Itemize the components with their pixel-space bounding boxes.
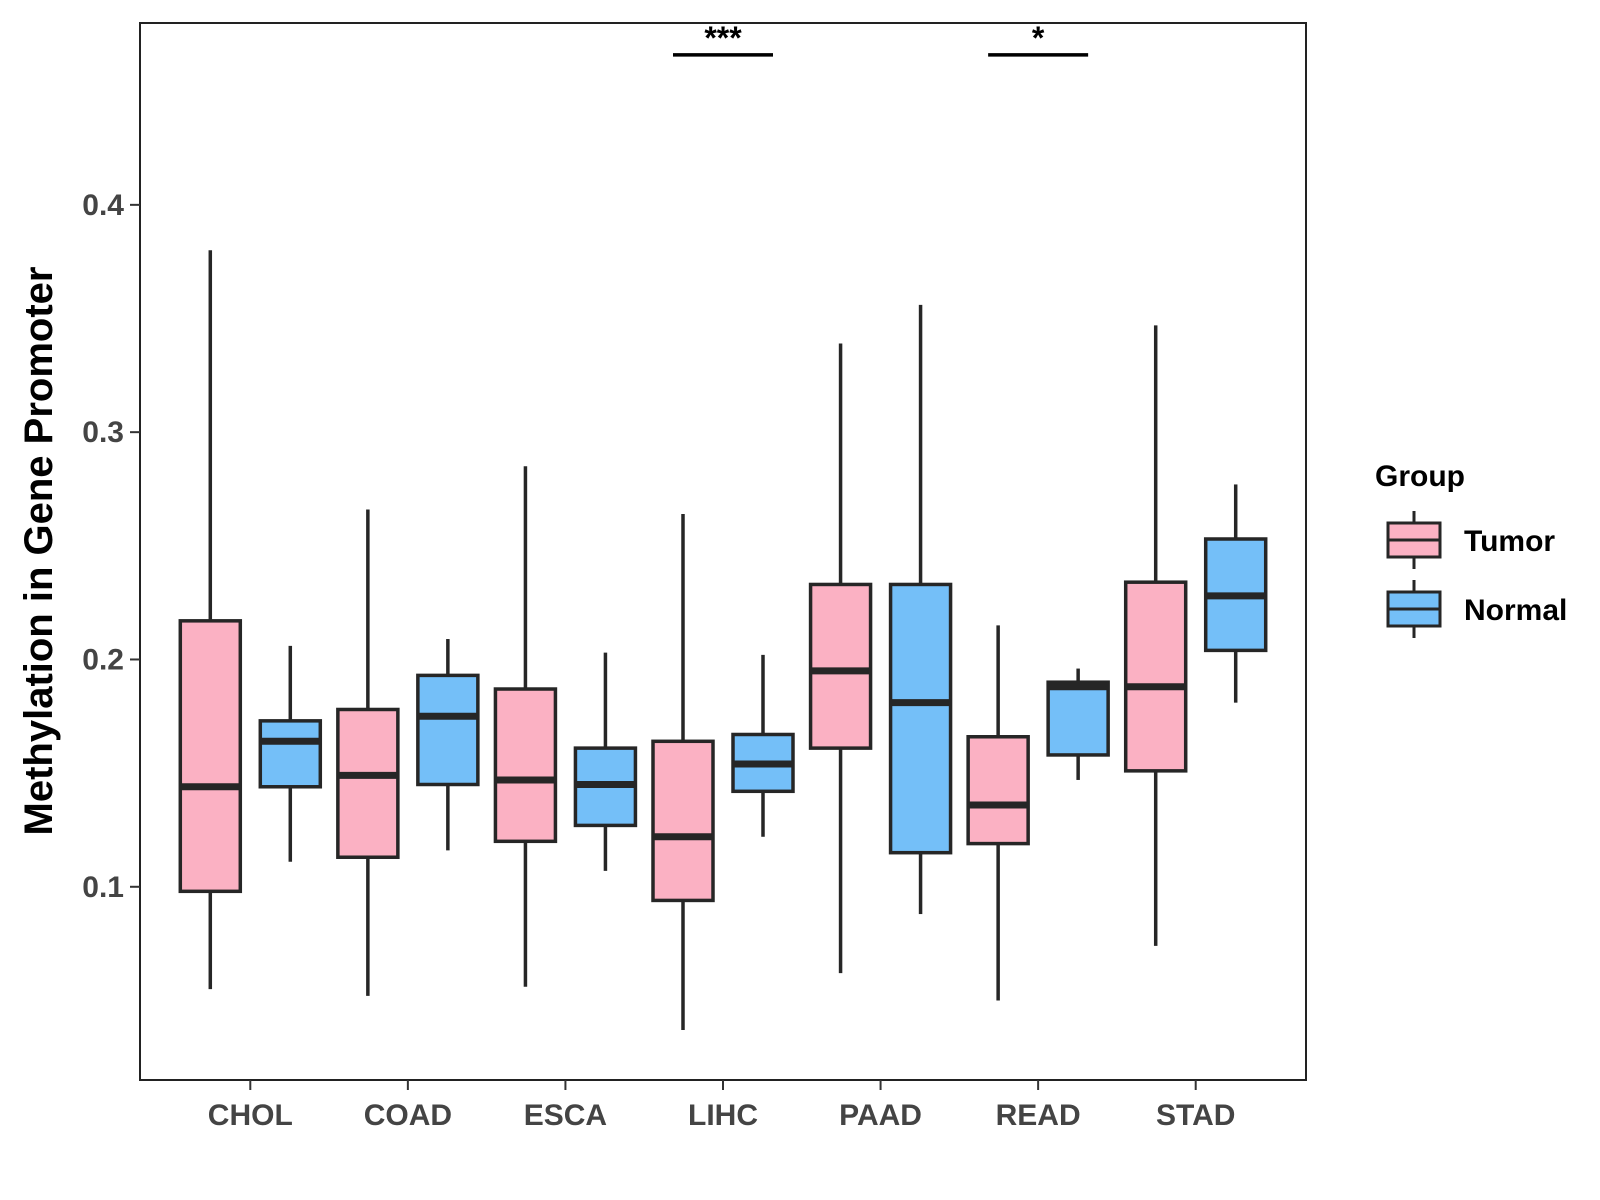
box-normal-esca [573, 652, 638, 871]
box-tumor-stad [1123, 325, 1188, 946]
x-tick-label: CHOL [208, 1099, 293, 1132]
box-tumor-chol [178, 250, 243, 990]
x-tick-label: READ [996, 1099, 1081, 1132]
y-tick-label: 0.2 [82, 643, 124, 676]
legend-title: Group [1375, 460, 1465, 493]
box-body [336, 707, 400, 859]
legend-label: Tumor [1464, 525, 1555, 558]
box-body [966, 735, 1030, 846]
box-body [178, 619, 243, 894]
plot-area: *** * [178, 20, 1268, 1030]
box-body [651, 739, 715, 903]
box-tumor-paad [808, 343, 873, 974]
y-axis: 0.1 0.2 0.3 0.4 [82, 189, 140, 904]
box-normal-stad [1203, 484, 1268, 703]
box-body [1046, 680, 1110, 757]
box-normal-coad [416, 639, 480, 851]
x-tick-label: STAD [1156, 1099, 1235, 1132]
legend-label: Normal [1464, 594, 1567, 627]
box-body [888, 582, 953, 855]
legend-item-normal: Normal [1386, 580, 1567, 638]
box-tumor-esca [493, 466, 558, 987]
significance-read: * [988, 20, 1089, 57]
significance-lihc: *** [673, 20, 773, 57]
box-tumor-read [966, 625, 1030, 1001]
box-body [493, 687, 558, 844]
x-tick-label: LIHC [688, 1099, 758, 1132]
box-body [1123, 580, 1188, 773]
box-normal-lihc [731, 654, 795, 837]
legend: Group Tumor Normal [1375, 460, 1567, 638]
box-tumor-coad [336, 509, 400, 996]
box-tumor-lihc [651, 513, 715, 1030]
legend-item-tumor: Tumor [1386, 511, 1555, 569]
significance-label: * [1032, 20, 1045, 56]
box-body [258, 719, 323, 789]
box-normal-paad [888, 304, 953, 915]
y-tick-label: 0.4 [82, 189, 124, 222]
y-tick-label: 0.3 [82, 416, 124, 449]
y-tick-label: 0.1 [82, 871, 124, 904]
x-tick-label: ESCA [524, 1099, 607, 1132]
y-axis-title: Methylation in Gene Promoter [17, 267, 61, 836]
box-body [416, 673, 480, 787]
significance-label: *** [704, 20, 742, 56]
box-normal-chol [258, 645, 323, 862]
box-normal-read [1046, 668, 1110, 780]
box-body [808, 582, 873, 750]
x-axis: CHOL COAD ESCA LIHC PAAD READ STAD [208, 1080, 1235, 1132]
x-tick-label: PAAD [839, 1099, 922, 1132]
x-tick-label: COAD [364, 1099, 452, 1132]
